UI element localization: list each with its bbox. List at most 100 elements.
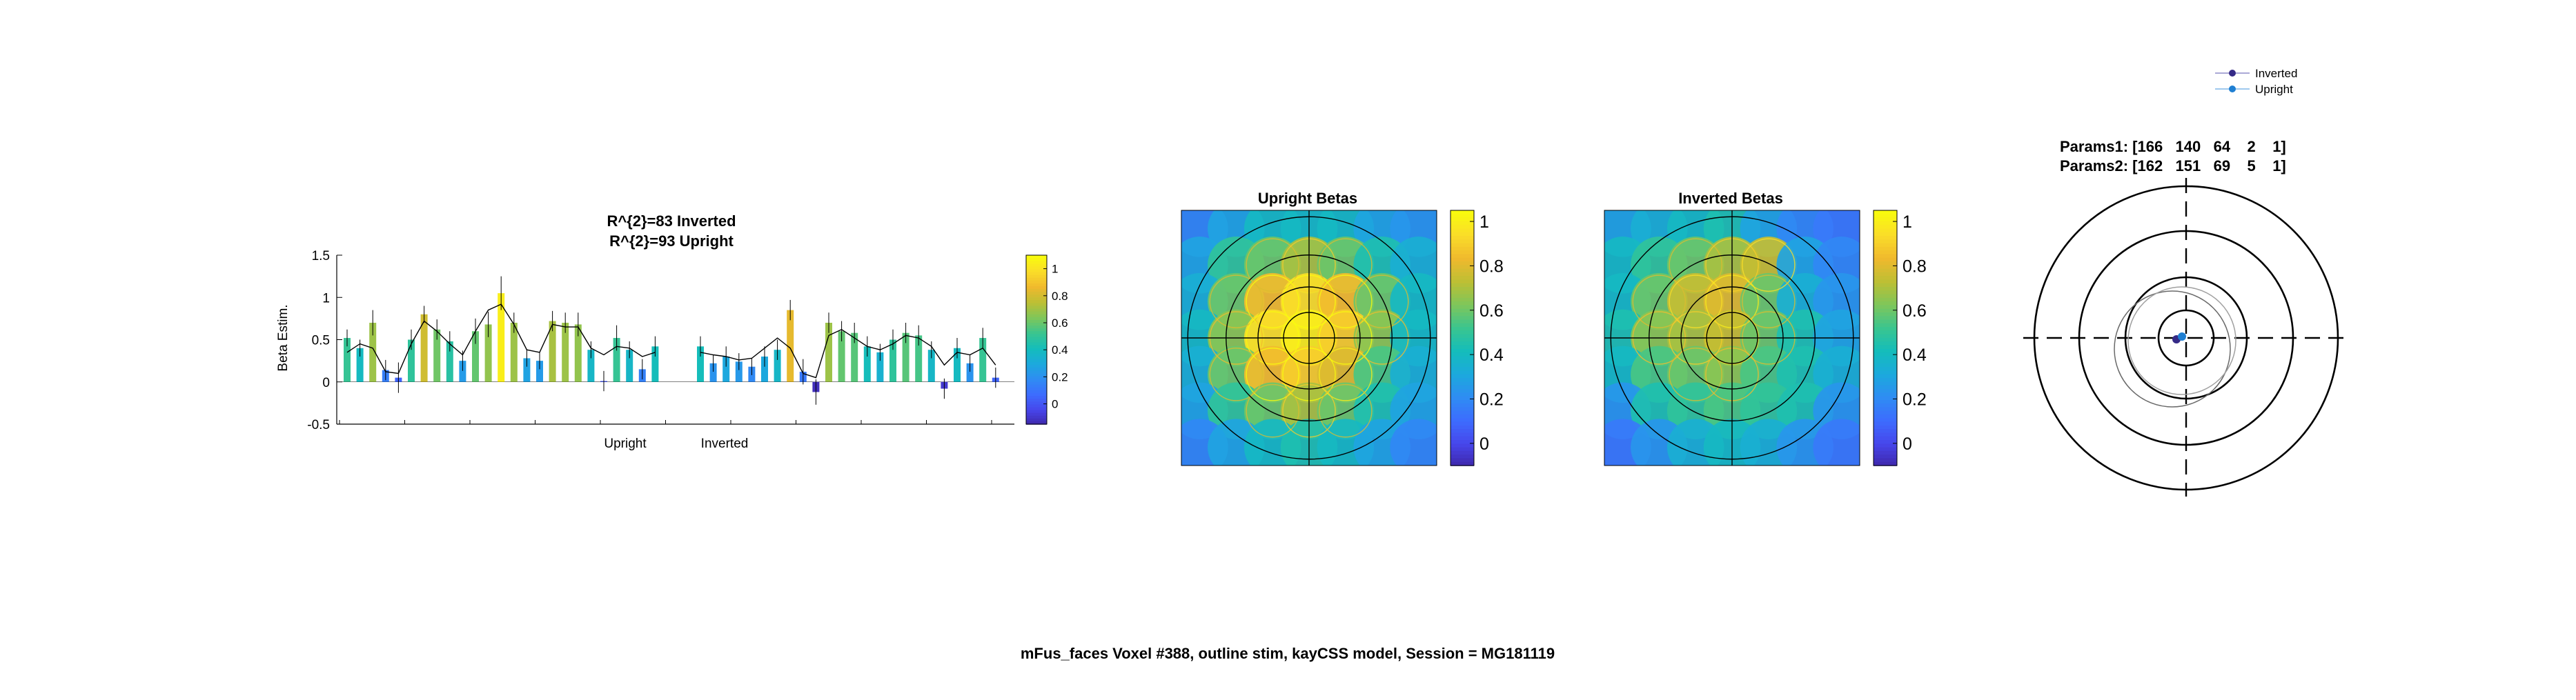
prf-outline-upright	[2127, 286, 2236, 395]
heatmap-colorbar-strip	[1874, 414, 1897, 419]
bar-colorbar-strip	[1026, 350, 1047, 354]
heatmap-colorbar-strip	[1874, 356, 1897, 361]
upright-bar	[484, 324, 492, 382]
heatmap-colorbar-strip	[1874, 436, 1897, 441]
heatmap-colorbar-strip	[1874, 381, 1897, 386]
bar-fit-lines	[346, 303, 996, 379]
heatmap-colorbar-strip	[1451, 359, 1474, 364]
upright-betas-title: Upright Betas	[1258, 190, 1357, 207]
bar-colorbar-strip	[1026, 303, 1047, 307]
bar-colorbar-frame	[1025, 254, 1048, 425]
heatmap-colorbar-strip	[1874, 389, 1897, 394]
heatmap-colorbar-strip	[1874, 440, 1897, 445]
bar-colorbar-strip	[1026, 263, 1047, 268]
heatmap-colorbar-strip	[1451, 265, 1474, 270]
inverted-bar	[787, 310, 794, 382]
bar-colorbar-strip	[1026, 381, 1047, 386]
heatmap-colorbar-label: 1	[1902, 212, 1912, 232]
heatmap-colorbar-strip	[1874, 450, 1897, 455]
bar-colorbar-strip	[1026, 331, 1047, 335]
heatmap-colorbar-label: 0	[1479, 434, 1489, 454]
bar-colorbar-strip	[1026, 396, 1047, 400]
inverted-bar	[979, 338, 987, 382]
heatmap-colorbar-strip	[1874, 312, 1897, 317]
heatmap-blob	[1390, 419, 1437, 466]
bar-colorbar-strip	[1026, 379, 1047, 383]
bar-colorbar-strip	[1026, 274, 1047, 279]
heatmap-colorbar-strip	[1451, 316, 1474, 321]
heatmap-colorbar-strip	[1451, 352, 1474, 357]
heatmap-colorbar-strip	[1451, 392, 1474, 397]
heatmap-colorbar-strip	[1451, 450, 1474, 455]
inverted-bar	[927, 350, 935, 382]
bar-colorbar-label: 0.6	[1052, 317, 1068, 330]
upright-bar	[344, 338, 351, 382]
inverted-bar	[722, 357, 730, 382]
heatmap-colorbar-strip	[1874, 345, 1897, 350]
bar-colorbar-strip	[1026, 359, 1047, 363]
bar-colorbar-strip	[1026, 418, 1047, 422]
legend-marker-upright	[2229, 86, 2236, 92]
bar-colorbar-strip	[1026, 297, 1047, 301]
bar-ytick-label: 0	[322, 376, 330, 390]
bar-colorbar-strip	[1026, 353, 1047, 357]
heatmap-colorbar-label: 0.4	[1479, 346, 1504, 365]
heatmap-colorbar-strip	[1451, 319, 1474, 324]
upright-bar	[536, 361, 543, 382]
heatmap-colorbar-strip	[1451, 250, 1474, 255]
bar-colorbar-strip	[1026, 368, 1047, 372]
legend-marker-inverted	[2229, 70, 2236, 77]
heatmap-colorbar-strip	[1874, 236, 1897, 241]
bar-colorbar-strip	[1026, 306, 1047, 310]
heatmap-colorbar-strip	[1451, 432, 1474, 437]
upright-bar	[433, 329, 441, 382]
heatmap-colorbar-strip	[1451, 374, 1474, 379]
legend-label-upright: Upright	[2255, 83, 2293, 96]
heatmap-colorbar-strip	[1451, 279, 1474, 284]
heatmap-colorbar-strip	[1451, 301, 1474, 306]
prf-polar-plot: Inverted Upright Params1: [166 140 64 2 …	[2023, 60, 2346, 497]
heatmap-colorbar-strip	[1451, 297, 1474, 302]
bar-colorbar-strip	[1026, 277, 1047, 281]
bar-x-ticks	[339, 420, 992, 424]
upright-bar	[613, 338, 620, 382]
group-label-inverted: Inverted	[701, 437, 749, 451]
bar-colorbar-label: 0.4	[1052, 343, 1068, 357]
heatmap-colorbar-label: 0.6	[1902, 301, 1927, 321]
heatmap-colorbar-strip	[1451, 323, 1474, 328]
heatmap-blob	[1813, 419, 1860, 466]
heatmap-colorbar-strip	[1874, 287, 1897, 292]
bar-colorbar-strip	[1026, 339, 1047, 343]
heatmap-colorbar-strip	[1451, 421, 1474, 426]
heatmap-colorbar-strip	[1451, 232, 1474, 237]
heatmap-colorbar-strip	[1874, 370, 1897, 375]
heatmap-colorbar-strip	[1874, 327, 1897, 332]
bar-colorbar-strip	[1026, 412, 1047, 417]
heatmap-colorbar-strip	[1874, 429, 1897, 434]
heatmap-colorbar-frame	[1450, 210, 1475, 466]
heatmap-colorbar-strip	[1874, 257, 1897, 262]
heatmap-colorbar-strip	[1874, 265, 1897, 270]
heatmap-blob-edge	[1742, 238, 1796, 292]
upright-bar	[459, 361, 466, 382]
heatmap-colorbar-strip	[1451, 294, 1474, 299]
bar-colorbar-strip	[1026, 308, 1047, 312]
inverted-bar	[876, 352, 884, 382]
heatmap-colorbar-strip	[1451, 221, 1474, 226]
bar-colorbar-strip	[1026, 387, 1047, 391]
heatmap-colorbar-strip	[1451, 341, 1474, 346]
prf-outline-inverted	[2114, 290, 2231, 408]
heatmap-colorbar-strip	[1874, 447, 1897, 452]
heatmap-colorbar-strip	[1451, 418, 1474, 423]
heatmap-blob-edge	[1355, 274, 1409, 328]
heatmap-colorbar-strip	[1874, 308, 1897, 313]
inverted-bar	[709, 363, 717, 382]
heatmap-colorbar-strip	[1874, 239, 1897, 244]
bar-colorbar-strip	[1026, 404, 1047, 408]
heatmap-blob-edge	[1742, 274, 1796, 328]
bar-colorbar-strip	[1026, 337, 1047, 341]
heatmap-colorbar-strip	[1451, 214, 1474, 219]
inverted-bar	[954, 348, 961, 382]
heatmap-colorbar-strip	[1874, 454, 1897, 459]
inverted-bar	[851, 332, 858, 382]
